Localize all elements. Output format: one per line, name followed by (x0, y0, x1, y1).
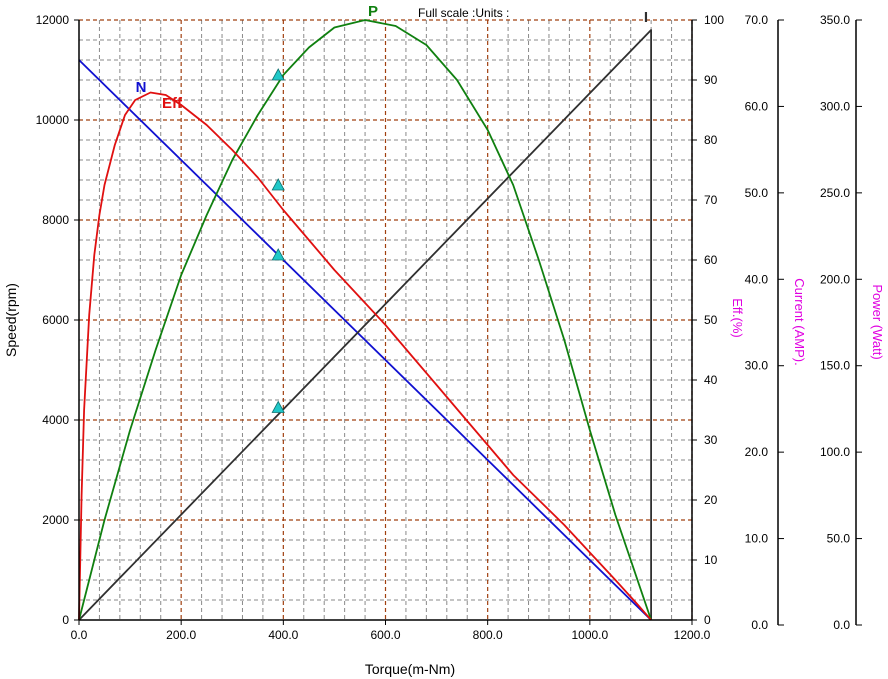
eff-axis-title: Eff.(%) (730, 298, 745, 338)
x-tick-label: 600.0 (370, 628, 400, 642)
power-tick-label: 150.0 (820, 359, 850, 373)
eff-tick-label: 60 (704, 253, 718, 267)
y-tick-label: 12000 (36, 13, 70, 27)
current-tick-label: 0.0 (751, 618, 768, 632)
eff-tick-label: 40 (704, 373, 718, 387)
eff-tick-label: 100 (704, 13, 724, 27)
current-tick-label: 30.0 (745, 359, 769, 373)
x-tick-label: 0.0 (71, 628, 88, 642)
eff-tick-label: 80 (704, 133, 718, 147)
power-tick-label: 300.0 (820, 99, 850, 113)
operating-point-marker (271, 248, 285, 261)
current-tick-label: 10.0 (745, 532, 769, 546)
power-tick-label: 350.0 (820, 13, 850, 27)
operating-point-marker (271, 178, 285, 191)
power-tick-label: 250.0 (820, 186, 850, 200)
x-tick-label: 400.0 (268, 628, 298, 642)
y-tick-label: 10000 (36, 113, 70, 127)
current-tick-label: 50.0 (745, 186, 769, 200)
y-tick-label: 4000 (42, 413, 69, 427)
eff-tick-label: 70 (704, 193, 718, 207)
operating-point-marker (271, 68, 285, 81)
current-tick-label: 40.0 (745, 272, 769, 286)
eff-tick-label: 0 (704, 613, 711, 627)
eff-tick-label: 50 (704, 313, 718, 327)
y-tick-label: 6000 (42, 313, 69, 327)
series-line-n (78, 59, 652, 621)
y-tick-label: 0 (62, 613, 69, 627)
series-line-i (78, 29, 652, 621)
series-label-n: N (136, 79, 147, 96)
chart-axes: 0.0 200.0 400.0 600.0 800.0 1000.0 1200.002000… (36, 13, 862, 642)
current-tick-label: 70.0 (745, 13, 769, 27)
series-label-i: I (644, 9, 648, 26)
power-tick-label: 100.0 (820, 445, 850, 459)
x-tick-label: 1000.0 (571, 628, 608, 642)
full-scale-note: Full scale :Units : (418, 6, 509, 20)
eff-tick-label: 30 (704, 433, 718, 447)
power-tick-label: 50.0 (827, 532, 851, 546)
eff-tick-label: 90 (704, 73, 718, 87)
y-tick-label: 8000 (42, 213, 69, 227)
series-label-eff: Eff (162, 95, 183, 112)
series-line-p (78, 19, 652, 621)
chart-series: N I P Eff (78, 3, 652, 621)
y-axis-title: Speed(rpm) (3, 283, 19, 357)
series-line-eff (78, 91, 652, 621)
x-tick-label: 800.0 (473, 628, 503, 642)
power-axis-title: Power (Watt) (870, 284, 885, 359)
y-tick-label: 2000 (42, 513, 69, 527)
x-axis-title: Torque(m-Nm) (365, 661, 455, 677)
chart-labels: Full scale :Units : Torque(m-Nm) Speed(r… (3, 6, 885, 677)
current-tick-label: 20.0 (745, 445, 769, 459)
x-tick-label: 1200.0 (674, 628, 711, 642)
eff-tick-label: 10 (704, 553, 718, 567)
chart-markers (271, 68, 285, 413)
power-tick-label: 0.0 (833, 618, 850, 632)
power-tick-label: 200.0 (820, 272, 850, 286)
operating-point-marker (271, 400, 285, 413)
current-axis-title: Current (AMP). (792, 278, 807, 365)
eff-tick-label: 20 (704, 493, 718, 507)
current-tick-label: 60.0 (745, 99, 769, 113)
x-tick-label: 200.0 (166, 628, 196, 642)
series-label-p: P (368, 3, 378, 20)
